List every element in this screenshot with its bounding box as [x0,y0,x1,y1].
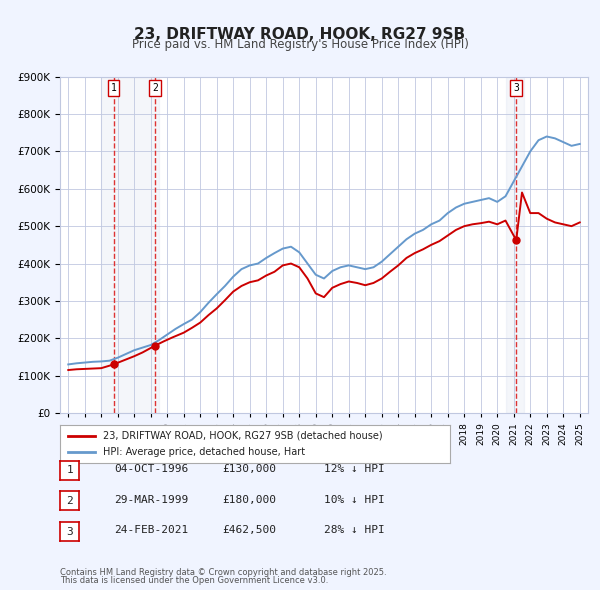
Text: 28% ↓ HPI: 28% ↓ HPI [324,526,385,535]
Text: 23, DRIFTWAY ROAD, HOOK, RG27 9SB (detached house): 23, DRIFTWAY ROAD, HOOK, RG27 9SB (detac… [103,431,383,441]
Text: 2: 2 [152,83,158,93]
Text: £130,000: £130,000 [222,464,276,474]
Text: £462,500: £462,500 [222,526,276,535]
Text: 12% ↓ HPI: 12% ↓ HPI [324,464,385,474]
Text: 10% ↓ HPI: 10% ↓ HPI [324,495,385,504]
Text: 24-FEB-2021: 24-FEB-2021 [114,526,188,535]
Text: £180,000: £180,000 [222,495,276,504]
Text: 2: 2 [66,496,73,506]
Text: Contains HM Land Registry data © Crown copyright and database right 2025.: Contains HM Land Registry data © Crown c… [60,568,386,577]
Text: 3: 3 [66,527,73,536]
Bar [101,77,159,413]
Text: 04-OCT-1996: 04-OCT-1996 [114,464,188,474]
Text: 29-MAR-1999: 29-MAR-1999 [114,495,188,504]
Bar [505,77,524,413]
Text: This data is licensed under the Open Government Licence v3.0.: This data is licensed under the Open Gov… [60,576,328,585]
Text: 3: 3 [513,83,519,93]
Text: 1: 1 [66,466,73,475]
Text: HPI: Average price, detached house, Hart: HPI: Average price, detached house, Hart [103,447,305,457]
Text: 23, DRIFTWAY ROAD, HOOK, RG27 9SB: 23, DRIFTWAY ROAD, HOOK, RG27 9SB [134,27,466,41]
Text: Price paid vs. HM Land Registry's House Price Index (HPI): Price paid vs. HM Land Registry's House … [131,38,469,51]
Text: 1: 1 [110,83,116,93]
